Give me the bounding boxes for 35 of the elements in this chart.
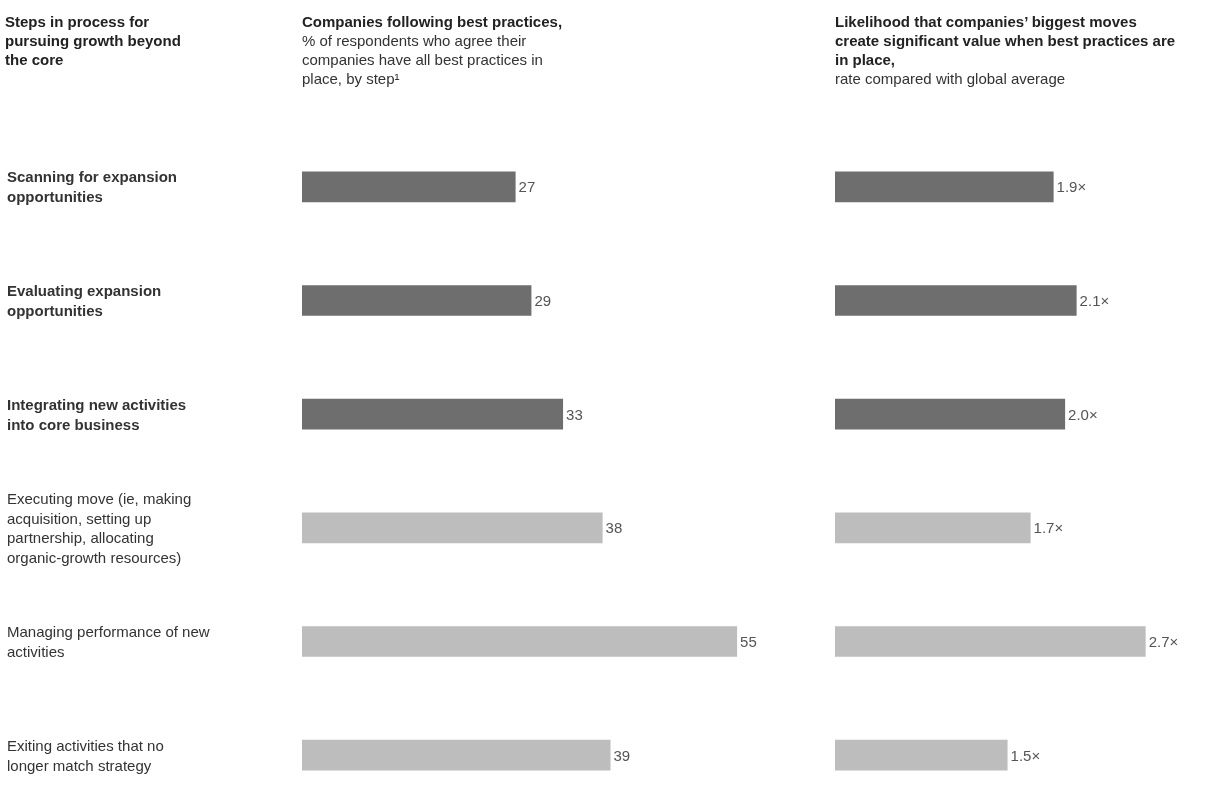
bar: [302, 512, 603, 544]
data-label: 2.0×: [1068, 405, 1098, 423]
data-label: 38: [605, 519, 623, 537]
bar: [302, 285, 532, 316]
data-label: 27: [518, 178, 536, 196]
data-label: 1.9×: [1056, 178, 1087, 196]
y-tick-label: Scanning for expansion opportunities: [7, 168, 178, 205]
chart-title: Companies following best practices,: [302, 13, 563, 30]
data-label: 1.5×: [1010, 746, 1041, 764]
data-label: 1.7×: [1033, 519, 1064, 537]
data-label: 2.7×: [1148, 633, 1179, 651]
data-label: 33: [566, 405, 583, 423]
y-tick-label: Evaluating expansion opportunities: [7, 282, 162, 319]
bar: [835, 285, 1077, 316]
data-label: 39: [613, 746, 631, 764]
data-label: 55: [740, 633, 757, 651]
data-label: 29: [534, 292, 552, 310]
y-axis-title: Steps in process for pursuing growth beyond the core: [5, 13, 181, 68]
bar: [835, 739, 1008, 771]
y-tick-label: Integrating new activities into core business: [7, 396, 187, 433]
bar: [302, 171, 516, 203]
bar: [835, 398, 1066, 430]
chart-subtitle: % of respondents who agree their companies have all best practices in place, by step¹: [302, 32, 543, 87]
bar: [302, 398, 564, 430]
y-tick-label: Managing performance of new activities: [7, 623, 210, 660]
chart-subtitle: rate compared with global average: [835, 70, 1066, 87]
y-tick-label: Exiting activities that no longer match strategy: [7, 737, 164, 774]
chart-title: Likelihood that companies’ biggest moves create significant value when best practices are in place,: [835, 13, 1176, 68]
data-label: 2.1×: [1079, 292, 1110, 310]
bar: [302, 626, 738, 657]
bar: [835, 171, 1054, 203]
bar: [302, 739, 611, 771]
y-tick-label: Executing move (ie, making acquisition, setting up partnership, allocating organic-growth resources): [7, 490, 192, 566]
bar: [835, 512, 1031, 544]
bar: [835, 626, 1146, 657]
